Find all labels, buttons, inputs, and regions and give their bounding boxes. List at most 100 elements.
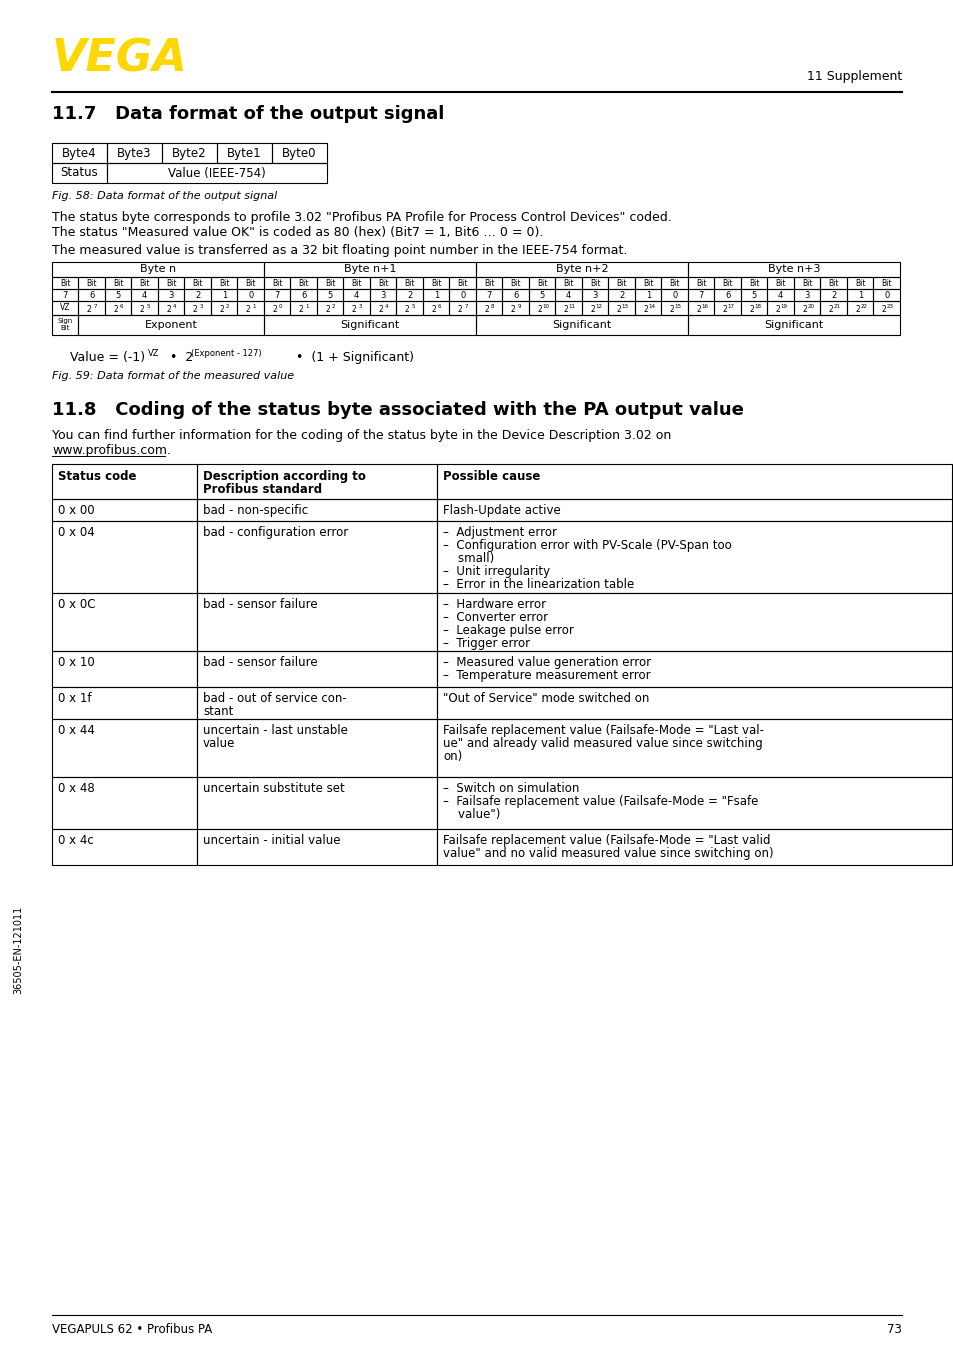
Text: 8: 8 <box>491 303 494 309</box>
Text: 6: 6 <box>724 291 730 299</box>
Bar <box>436 464 951 500</box>
Bar <box>52 278 78 288</box>
Bar <box>107 144 162 162</box>
Text: Byte n+3: Byte n+3 <box>767 264 820 275</box>
Text: Byte2: Byte2 <box>172 146 207 160</box>
Bar <box>237 278 264 288</box>
Bar <box>316 278 343 288</box>
Text: Sign
Bit: Sign Bit <box>57 318 72 332</box>
Text: 0: 0 <box>672 291 677 299</box>
Text: Bit: Bit <box>801 279 812 287</box>
Text: Bit: Bit <box>325 279 335 287</box>
Bar <box>660 301 687 315</box>
Text: 7: 7 <box>698 291 703 299</box>
Text: 7: 7 <box>486 291 492 299</box>
Text: 2: 2 <box>749 305 753 314</box>
Bar <box>78 288 105 301</box>
Bar <box>52 162 107 183</box>
Bar <box>184 301 211 315</box>
Bar <box>635 301 660 315</box>
Bar <box>436 651 951 686</box>
Text: 2: 2 <box>407 291 412 299</box>
Text: 2: 2 <box>722 305 727 314</box>
Bar <box>52 301 78 315</box>
Bar <box>793 301 820 315</box>
Text: 2: 2 <box>775 305 780 314</box>
Bar <box>740 288 767 301</box>
Text: 11: 11 <box>568 303 576 309</box>
Text: Byte n+1: Byte n+1 <box>343 264 395 275</box>
Text: 3: 3 <box>169 291 173 299</box>
Text: Bit: Bit <box>245 279 255 287</box>
Text: Description according to: Description according to <box>203 470 366 483</box>
Bar <box>52 719 196 777</box>
Bar <box>476 288 502 301</box>
Text: Bit: Bit <box>431 279 441 287</box>
Text: Bit: Bit <box>87 279 97 287</box>
Text: Bit: Bit <box>298 279 309 287</box>
Text: 19: 19 <box>780 303 787 309</box>
Text: 2: 2 <box>140 305 145 314</box>
Text: Bit: Bit <box>616 279 626 287</box>
Text: 18: 18 <box>754 303 760 309</box>
Text: 7: 7 <box>464 303 468 309</box>
Text: 36505-EN-121011: 36505-EN-121011 <box>13 906 23 994</box>
Bar <box>105 301 132 315</box>
Text: 7: 7 <box>93 303 97 309</box>
Bar <box>52 315 78 334</box>
Text: value: value <box>203 737 235 750</box>
Bar <box>158 288 184 301</box>
Text: –  Error in the linearization table: – Error in the linearization table <box>442 578 634 590</box>
Text: Fig. 58: Data format of the output signal: Fig. 58: Data format of the output signa… <box>52 191 277 200</box>
Bar <box>52 263 264 278</box>
Bar <box>343 288 370 301</box>
Text: bad - sensor failure: bad - sensor failure <box>203 655 317 669</box>
Bar <box>370 278 396 288</box>
Text: 73: 73 <box>886 1323 901 1336</box>
Text: 20: 20 <box>806 303 814 309</box>
Bar <box>158 301 184 315</box>
Bar <box>237 301 264 315</box>
Bar <box>502 288 529 301</box>
Bar <box>422 288 449 301</box>
Text: uncertain - last unstable: uncertain - last unstable <box>203 724 348 737</box>
Text: 5: 5 <box>115 291 121 299</box>
Text: Bit: Bit <box>112 279 123 287</box>
Bar <box>396 278 422 288</box>
Bar <box>316 288 343 301</box>
Bar <box>211 278 237 288</box>
Bar <box>449 301 476 315</box>
Bar <box>196 593 436 651</box>
Bar <box>476 315 687 334</box>
Bar <box>52 288 78 301</box>
Bar <box>873 288 899 301</box>
Bar <box>396 288 422 301</box>
Bar <box>687 315 899 334</box>
Text: 0 x 44: 0 x 44 <box>58 724 94 737</box>
Text: 2: 2 <box>855 305 860 314</box>
Text: –  Failsafe replacement value (Failsafe-Mode = "Fsafe: – Failsafe replacement value (Failsafe-M… <box>442 795 758 808</box>
Text: 0 x 1f: 0 x 1f <box>58 692 91 705</box>
Text: 1: 1 <box>645 291 650 299</box>
Bar <box>436 593 951 651</box>
Text: 2: 2 <box>226 303 230 309</box>
Text: 2: 2 <box>325 305 330 314</box>
Text: Value = (-1): Value = (-1) <box>70 351 145 364</box>
Text: 2: 2 <box>563 305 568 314</box>
Bar <box>196 521 436 593</box>
Text: on): on) <box>442 750 462 764</box>
Bar <box>264 301 291 315</box>
Bar <box>422 278 449 288</box>
Text: Significant: Significant <box>763 320 822 330</box>
Bar <box>52 593 196 651</box>
Text: 1: 1 <box>253 303 255 309</box>
Text: 4: 4 <box>172 303 176 309</box>
Bar <box>660 288 687 301</box>
Text: uncertain substitute set: uncertain substitute set <box>203 783 344 795</box>
Bar <box>158 278 184 288</box>
Text: 12: 12 <box>595 303 601 309</box>
Bar <box>52 829 196 865</box>
Bar <box>343 278 370 288</box>
Bar <box>132 301 158 315</box>
Text: Value (IEEE-754): Value (IEEE-754) <box>168 167 266 180</box>
